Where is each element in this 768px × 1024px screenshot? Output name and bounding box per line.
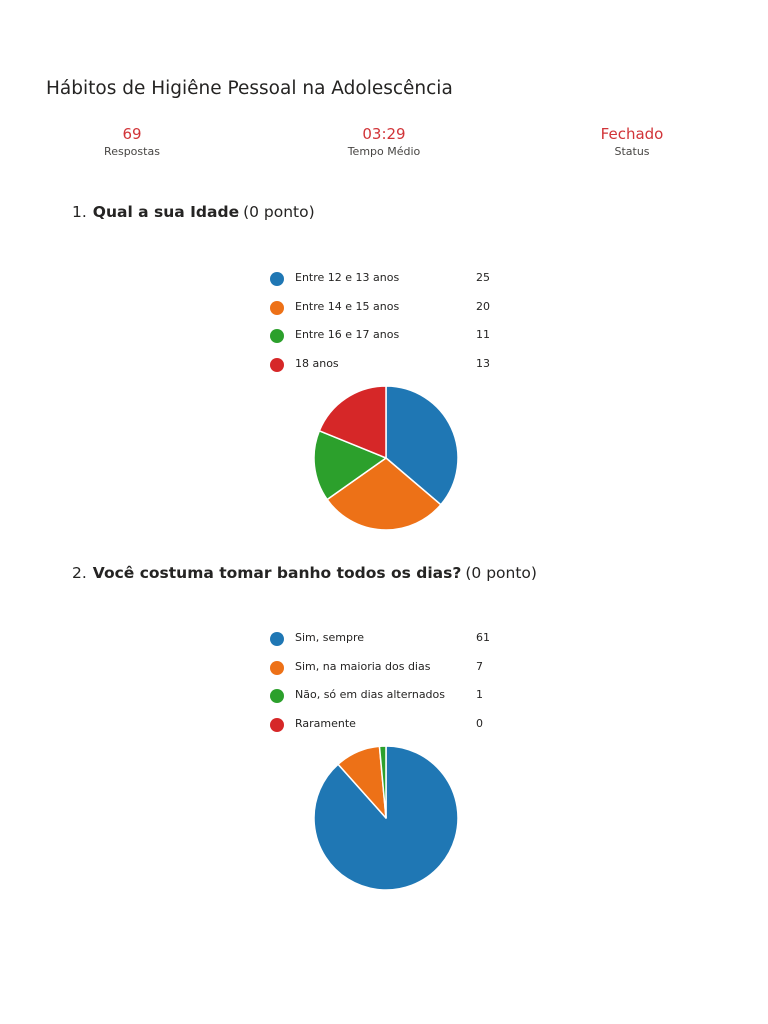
legend-count: 11 xyxy=(476,328,490,341)
responses-label: Respostas xyxy=(104,145,160,158)
legend-count: 7 xyxy=(476,659,483,673)
question-points: (0 ponto) xyxy=(465,564,537,582)
legend-count: 25 xyxy=(476,271,490,284)
avg-time-stat: 03:29 Tempo Médio xyxy=(304,125,464,159)
pie-slice xyxy=(313,430,387,501)
legend-label: Entre 14 e 15 anos xyxy=(295,299,400,313)
legend-label: Sim, na maioria dos dias xyxy=(295,659,431,673)
legend-count: 0 xyxy=(476,716,483,730)
pie-slice xyxy=(326,457,442,531)
pie-slice xyxy=(385,385,459,506)
legend-item: Sim, sempre 61 xyxy=(268,628,508,657)
legend-item: Sim, na maioria dos dias 7 xyxy=(268,657,508,686)
legend-label: Entre 16 e 17 anos xyxy=(295,328,400,341)
legend-item: 18 anos 13 xyxy=(268,354,508,383)
legend-label: Entre 12 e 13 anos xyxy=(295,271,400,284)
legend-count: 20 xyxy=(476,299,490,313)
legend-swatch xyxy=(270,660,284,675)
status-value: Fechado xyxy=(600,125,664,143)
pie-slice xyxy=(318,385,387,459)
avg-time-value: 03:29 xyxy=(362,125,406,143)
legend-label: 18 anos xyxy=(295,356,339,370)
responses-count: 69 xyxy=(122,125,142,143)
legend-swatch xyxy=(270,632,284,646)
question-1: 1. Qual a sua Idade (0 ponto) xyxy=(72,203,315,221)
status-label: Status xyxy=(614,145,650,158)
question-2: 2. Você costuma tomar banho todos os dias… xyxy=(72,564,537,582)
legend-item: Raramente 0 xyxy=(268,714,508,743)
pie-chart-bath xyxy=(313,745,459,891)
legend-count: 61 xyxy=(476,631,490,644)
pie-chart-age xyxy=(313,385,459,531)
legend-swatch xyxy=(270,272,284,286)
question-points: (0 ponto) xyxy=(243,203,315,221)
legend-swatch xyxy=(270,717,284,732)
legend-item: Entre 16 e 17 anos 11 xyxy=(268,325,508,354)
chart-2-legend: Sim, sempre 61 Sim, na maioria dos dias … xyxy=(268,628,508,742)
avg-time-label: Tempo Médio xyxy=(347,145,421,158)
form-title: Hábitos de Higiêne Pessoal na Adolescênc… xyxy=(46,78,453,99)
legend-label: Sim, sempre xyxy=(295,631,364,644)
legend-count: 1 xyxy=(476,688,483,701)
question-text: Qual a sua Idade xyxy=(92,203,240,221)
legend-item: Não, só em dias alternados 1 xyxy=(268,685,508,714)
chart-1-legend: Entre 12 e 13 anos 25 Entre 14 e 15 anos… xyxy=(268,268,508,382)
question-number: 1. xyxy=(72,203,87,221)
legend-swatch xyxy=(270,357,284,372)
legend-swatch xyxy=(270,329,284,343)
legend-item: Entre 14 e 15 anos 20 xyxy=(268,297,508,326)
legend-label: Raramente xyxy=(295,716,356,730)
legend-item: Entre 12 e 13 anos 25 xyxy=(268,268,508,297)
responses-stat: 69 Respostas xyxy=(52,125,212,159)
legend-swatch xyxy=(270,689,284,703)
pie-slice xyxy=(378,745,387,819)
legend-swatch xyxy=(270,300,284,315)
legend-count: 13 xyxy=(476,356,490,370)
status-stat: Fechado Status xyxy=(552,125,712,159)
question-number: 2. xyxy=(72,564,87,582)
legend-label: Não, só em dias alternados xyxy=(295,688,445,701)
question-text: Você costuma tomar banho todos os dias? xyxy=(92,564,462,582)
